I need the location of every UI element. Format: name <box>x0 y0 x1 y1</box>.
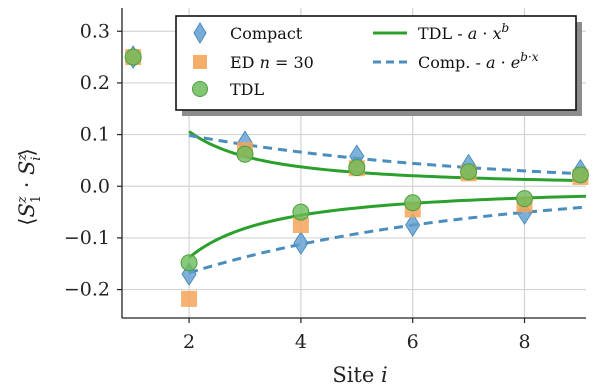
legend-compact-marker <box>193 22 207 44</box>
tdl-fit-curve <box>188 130 587 183</box>
x-tick-label: 6 <box>407 331 419 353</box>
legend-tdl-fit-label: TDL - a · xb <box>418 21 509 43</box>
legend-tdl-marker <box>192 81 208 97</box>
tdl-point <box>236 145 254 163</box>
tdl-point <box>124 48 142 66</box>
tdl-point <box>348 159 366 177</box>
y-tick-label: −0.1 <box>64 227 110 249</box>
axes <box>117 0 596 323</box>
tdl-point <box>516 190 534 208</box>
ed-point <box>181 290 198 307</box>
tdl-point <box>571 166 589 184</box>
tdl-point <box>180 254 198 272</box>
legend-tdl-label: TDL <box>230 80 265 99</box>
x-tick-label: 2 <box>183 331 195 353</box>
compact-point <box>293 231 309 256</box>
legend-ed-marker <box>193 55 207 69</box>
data-markers <box>124 45 589 307</box>
y-tick-label: 0.3 <box>80 20 110 42</box>
ed-point <box>292 217 309 233</box>
x-tick-label: 8 <box>518 331 530 353</box>
legend-comp-fit-label: Comp. - a · eb·x <box>418 50 539 72</box>
tdl-point <box>404 194 422 212</box>
y-tick-label: −0.2 <box>64 279 110 301</box>
x-tick-label: 4 <box>295 331 307 353</box>
legend-ed-label: ED n = 30 <box>230 53 314 72</box>
tdl-point <box>292 203 310 221</box>
x-axis-label: Site i <box>332 363 387 387</box>
y-tick-label: 0.0 <box>80 175 110 197</box>
compact-point <box>405 213 421 237</box>
legend-compact-label: Compact <box>230 24 303 43</box>
y-tick-label: 0.1 <box>80 124 110 146</box>
tdl-point <box>460 163 478 181</box>
y-axis-label: ⟨Sz1 · Szi⟩ <box>15 148 44 225</box>
legend: Compact ED n = 30 TDL TDL - a · xb Comp.… <box>175 15 582 116</box>
comp-fit-curve <box>188 133 587 176</box>
tick-labels: 2 4 6 8 −0.2 −0.1 0.0 0.1 0.2 0.3 <box>64 20 531 353</box>
right-margin-mask <box>587 0 596 319</box>
y-tick-label: 0.2 <box>80 72 110 94</box>
